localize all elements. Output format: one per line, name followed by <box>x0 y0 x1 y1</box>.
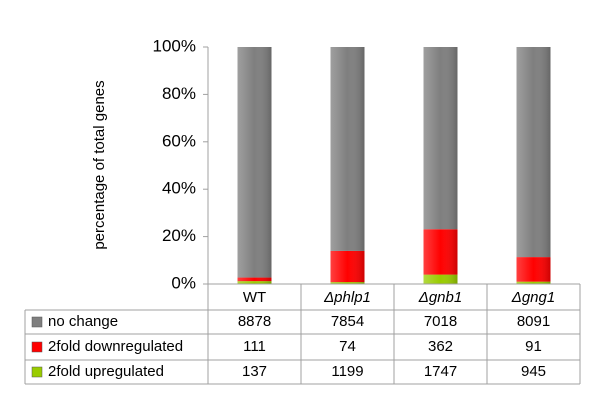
table-value: 8878 <box>238 313 271 330</box>
legend-label: no change <box>48 313 118 330</box>
table-value: 91 <box>525 338 542 355</box>
table-value: 362 <box>428 338 453 355</box>
bar-shade <box>516 47 551 258</box>
bar-shade <box>330 282 365 284</box>
bar-shade <box>516 281 551 284</box>
legend-swatch <box>31 316 43 328</box>
bar-shade <box>516 257 551 282</box>
y-tick-label: 60% <box>162 131 196 150</box>
table-value: 7854 <box>331 313 364 330</box>
x-tick-label: Δphlp1 <box>323 289 371 306</box>
legend-label: 2fold downregulated <box>48 338 183 355</box>
y-tick-label: 80% <box>162 84 196 103</box>
x-tick-label: WT <box>243 289 266 306</box>
table-value: 137 <box>242 363 267 380</box>
y-tick-label: 100% <box>153 36 196 55</box>
legend-swatch <box>31 366 43 378</box>
table-value: 8091 <box>517 313 550 330</box>
bar-shade <box>330 250 365 283</box>
bar-shade <box>423 229 458 275</box>
y-axis-label: percentage of total genes <box>91 80 108 249</box>
table-value: 7018 <box>424 313 457 330</box>
bar-shade <box>423 274 458 284</box>
x-tick-label: Δgnb1 <box>418 289 462 306</box>
table-value: 1199 <box>331 363 363 380</box>
y-tick-label: 40% <box>162 179 196 198</box>
table-value: 111 <box>243 338 266 355</box>
bar-shade <box>330 47 365 251</box>
legend-swatch <box>31 341 43 353</box>
bar-shade <box>423 47 458 230</box>
bar-shade <box>237 277 272 282</box>
bar-shade <box>237 47 272 278</box>
y-tick-label: 20% <box>162 226 196 245</box>
table-value: 74 <box>339 338 356 355</box>
table-value: 1747 <box>424 363 457 380</box>
legend-label: 2fold upregulated <box>48 363 164 380</box>
table-value: 945 <box>521 363 546 380</box>
bar-shade <box>237 281 272 284</box>
y-tick-label: 0% <box>171 273 196 292</box>
x-tick-label: Δgng1 <box>511 289 555 306</box>
